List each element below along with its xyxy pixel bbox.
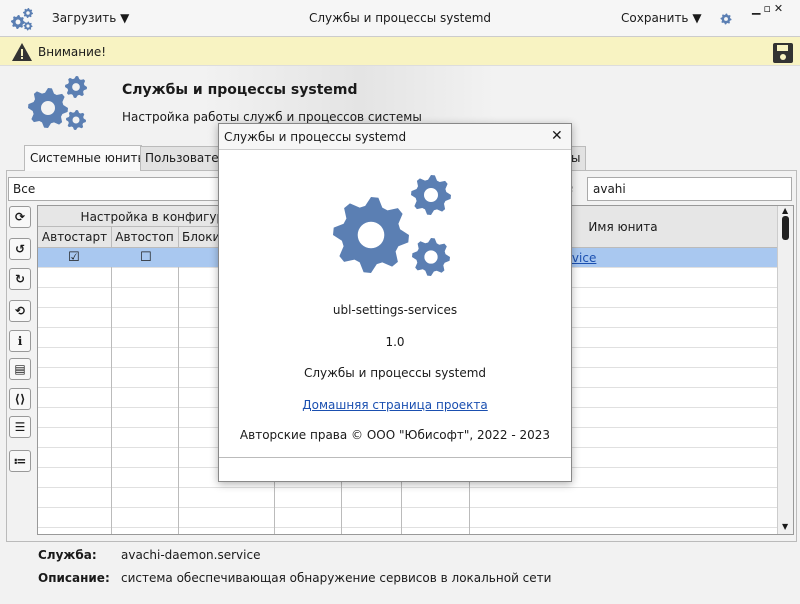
title-bar: [0, 0, 800, 37]
tool-glyph[interactable]: ⟨⟩: [14, 392, 26, 406]
header-title: Службы и процессы systemd: [122, 82, 358, 98]
scope-value[interactable]: Все: [13, 182, 36, 196]
dialog-title: Службы и процессы systemd: [224, 130, 407, 144]
gear-shape: [11, 15, 25, 29]
gear-shape: [65, 76, 87, 98]
column-line: [178, 227, 179, 534]
service-value: avachi-daemon.service: [121, 548, 261, 562]
tool-glyph[interactable]: ↻: [14, 272, 26, 286]
gear-shape: [333, 197, 409, 273]
tab-label[interactable]: ы: [571, 151, 581, 165]
group-header: Настройка в конфигура: [80, 210, 232, 224]
tool-button[interactable]: ↺: [9, 238, 31, 260]
tool-button[interactable]: ▤: [9, 358, 31, 380]
tab-label[interactable]: Системные юниты: [30, 151, 147, 165]
column-header: Имя юнита: [588, 220, 658, 234]
column-line: [111, 227, 112, 534]
scroll-up[interactable]: ▲: [782, 206, 789, 215]
tool-button[interactable]: ⟨⟩: [9, 388, 31, 410]
column-header: Автостарт: [41, 230, 108, 244]
scope-combobox[interactable]: Все: [8, 177, 220, 201]
save-icon[interactable]: [772, 42, 794, 64]
tool-button[interactable]: ⟲: [9, 300, 31, 322]
tool-glyph[interactable]: ≔: [13, 454, 27, 468]
warning-icon: [12, 43, 32, 61]
checkbox[interactable]: ☐: [140, 250, 152, 265]
unit-name[interactable]: rvice: [567, 251, 597, 265]
tool-button[interactable]: ☰: [9, 416, 31, 438]
tool-glyph[interactable]: ☰: [14, 420, 26, 434]
column-header: Блоки: [182, 230, 221, 244]
gear-shape: [720, 13, 732, 25]
description-value: система обеспечивающая обнаружение серви…: [121, 571, 552, 585]
gear-shape: [23, 8, 33, 18]
tool-button[interactable]: ⟳: [9, 206, 31, 228]
close-button[interactable]: ✕: [551, 128, 563, 144]
app-icon: [11, 8, 33, 31]
description-label: Описание:: [38, 571, 110, 585]
warning-bar: [0, 37, 800, 66]
dialog-titlebar: [219, 124, 571, 150]
dialog-icon: [333, 175, 451, 276]
gear-shape: [28, 88, 68, 128]
column-header: Автостоп: [115, 230, 174, 244]
search-value[interactable]: avahi: [593, 182, 626, 196]
tab[interactable]: Системные юниты: [24, 145, 147, 171]
row-line: [38, 487, 777, 488]
window-title: Службы и процессы systemd: [308, 11, 492, 25]
app-version: 1.0: [385, 335, 405, 349]
row-line: [38, 527, 777, 528]
row-line: [38, 507, 777, 508]
homepage-link[interactable]: Домашняя страница проекта: [302, 398, 488, 412]
tool-glyph[interactable]: ▤: [14, 362, 26, 376]
search-field[interactable]: avahi: [587, 177, 792, 201]
app-id: ubl-settings-services: [332, 303, 458, 317]
warning-text: Внимание!: [38, 45, 107, 59]
window-controls[interactable]: ▁▫✕: [752, 2, 787, 15]
settings-button[interactable]: [718, 11, 734, 27]
header-icon: [28, 76, 87, 130]
gear-shape: [23, 21, 33, 31]
app-name: Службы и процессы systemd: [303, 366, 487, 380]
scrollbar[interactable]: ▲ ▼: [777, 206, 793, 534]
gear-shape: [411, 175, 451, 215]
tool-glyph[interactable]: ↺: [14, 242, 26, 256]
about-dialog: Службы и процессы systemd ✕ ubl-settings…: [218, 123, 572, 482]
checkbox[interactable]: ☑: [68, 250, 80, 265]
dialog-divider: [219, 457, 571, 458]
tool-button[interactable]: ↻: [9, 268, 31, 290]
service-label: Служба:: [38, 548, 97, 562]
gear-shape: [412, 238, 450, 276]
copyright: Авторские права © ООО "Юбисофт", 2022 - …: [239, 428, 551, 442]
tool-glyph[interactable]: ⟲: [14, 304, 26, 318]
load-label[interactable]: Загрузить: [52, 11, 117, 25]
tool-button[interactable]: ℹ: [9, 330, 31, 352]
load-menu[interactable]: Загрузить ▼: [52, 11, 130, 25]
save-label[interactable]: Сохранить: [621, 11, 689, 25]
tool-button[interactable]: ≔: [9, 450, 31, 472]
scroll-thumb[interactable]: [782, 216, 789, 240]
scroll-down[interactable]: ▼: [782, 522, 789, 531]
tool-glyph[interactable]: ⟳: [14, 210, 26, 224]
tool-glyph[interactable]: ℹ: [17, 334, 23, 348]
header-subtitle: Настройка работы служб и процессов систе…: [122, 110, 422, 124]
save-menu[interactable]: Сохранить ▼: [621, 11, 702, 25]
tab-label[interactable]: Пользовател: [145, 151, 227, 165]
gear-shape: [66, 110, 86, 130]
